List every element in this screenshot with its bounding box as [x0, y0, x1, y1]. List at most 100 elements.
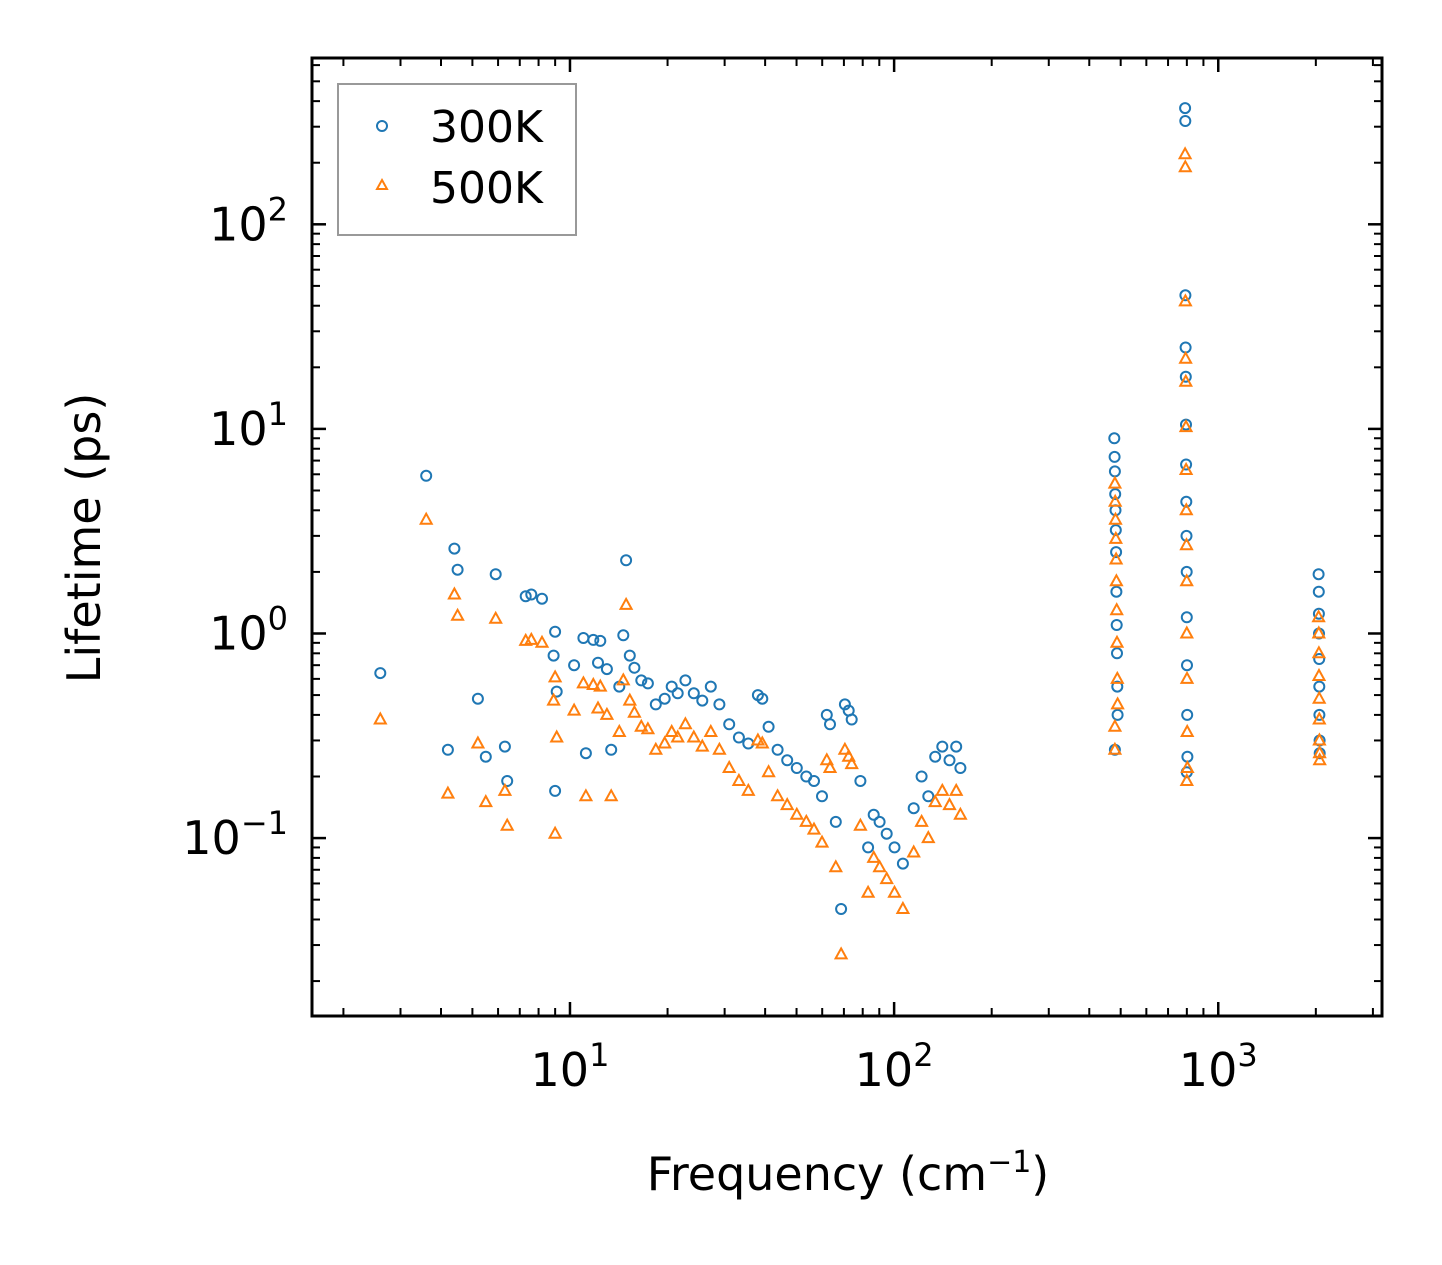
point-500k: [1178, 159, 1193, 173]
point-500k: [1178, 373, 1193, 387]
legend-label-500k: 500K: [430, 163, 544, 214]
point-500k: [1108, 551, 1124, 565]
point-300k: [1312, 607, 1325, 620]
point-300k: [1110, 585, 1123, 598]
point-500k: [1109, 573, 1124, 587]
point-300k: [536, 592, 548, 605]
point-300k: [577, 632, 590, 644]
point-300k: [374, 667, 387, 680]
point-300k: [704, 680, 717, 693]
point-300k: [1312, 568, 1325, 581]
point-300k: [501, 775, 514, 787]
point-500k: [478, 794, 493, 808]
point-500k: [1312, 745, 1327, 759]
point-300k: [713, 698, 726, 711]
y-tick-label: 102: [209, 190, 288, 251]
point-500k: [860, 884, 876, 898]
point-300k: [829, 815, 842, 828]
point-300k: [550, 685, 563, 698]
point-500k: [440, 785, 456, 799]
point-500k: [1177, 146, 1193, 160]
x-axis-label: Frequency (cm−1): [647, 1145, 1050, 1201]
point-300k: [907, 802, 920, 815]
point-300k: [954, 762, 967, 774]
legend-label-300k: 300K: [430, 102, 544, 153]
point-500k: [780, 797, 795, 811]
legend: 300K 500K: [337, 83, 577, 236]
point-500k: [450, 607, 465, 621]
point-500k: [703, 723, 718, 737]
point-500k: [828, 859, 843, 873]
point-500k: [755, 735, 770, 749]
point-500k: [695, 738, 710, 752]
point-300k: [623, 649, 636, 662]
point-300k: [896, 857, 909, 870]
point-300k: [594, 634, 607, 647]
legend-marker-300k: [376, 120, 388, 132]
point-300k: [451, 563, 464, 576]
point-500k: [612, 723, 627, 737]
point-500k: [593, 678, 608, 692]
point-500k: [1178, 293, 1193, 307]
point-500k: [373, 711, 388, 725]
point-300k: [1111, 647, 1123, 660]
point-300k: [873, 815, 886, 828]
point-300k: [1313, 708, 1326, 721]
point-500k: [576, 675, 591, 689]
point-500k: [1180, 723, 1195, 737]
point-300k: [1109, 524, 1122, 537]
point-300k: [862, 841, 875, 854]
point-500k: [953, 806, 968, 820]
point-500k: [1311, 609, 1326, 623]
point-500k: [470, 735, 486, 749]
point-500k: [1178, 350, 1193, 364]
point-300k: [671, 687, 684, 700]
point-500k: [914, 813, 929, 827]
point-500k: [1311, 667, 1327, 681]
point-300k: [1313, 680, 1326, 693]
point-300k: [549, 625, 562, 638]
point-500k: [1107, 475, 1123, 489]
point-300k: [742, 737, 755, 750]
point-300k: [441, 743, 454, 756]
point-500k: [1178, 419, 1194, 433]
point-300k: [617, 629, 630, 642]
point-500k: [879, 871, 894, 885]
point-300k: [600, 663, 613, 676]
point-500k: [566, 702, 582, 716]
point-300k: [658, 692, 671, 705]
tick-labels-layer: 101 102 103 10−1 100 101 102: [182, 190, 1257, 1097]
point-500k: [1180, 759, 1195, 773]
point-500k: [799, 813, 814, 827]
plot-frame: [310, 56, 1384, 1018]
point-500k: [1179, 537, 1194, 551]
point-500k: [640, 721, 656, 735]
point-500k: [678, 716, 693, 730]
point-300k: [1179, 102, 1192, 115]
point-500k: [648, 741, 663, 755]
point-500k: [844, 756, 859, 770]
point-500k: [488, 610, 503, 624]
point-300k: [756, 692, 769, 705]
point-300k: [1312, 585, 1325, 598]
point-500k: [447, 586, 462, 600]
point-500k: [887, 884, 902, 898]
point-300k: [880, 827, 893, 840]
point-300k: [489, 568, 502, 581]
point-500k: [853, 817, 868, 831]
point-500k: [618, 596, 634, 610]
point-300k: [420, 469, 433, 482]
point-500k: [789, 806, 804, 820]
point-300k: [641, 677, 654, 690]
point-300k: [1179, 289, 1192, 302]
point-500k: [949, 782, 964, 796]
point-500k: [549, 729, 564, 743]
point-500k: [547, 669, 563, 683]
point-500k: [1108, 493, 1123, 507]
point-300k: [519, 590, 532, 603]
point-300k: [867, 808, 880, 821]
point-300k: [628, 661, 641, 674]
point-300k: [448, 542, 461, 555]
point-500k: [670, 729, 685, 743]
x-tick-label: 103: [1179, 1036, 1258, 1097]
